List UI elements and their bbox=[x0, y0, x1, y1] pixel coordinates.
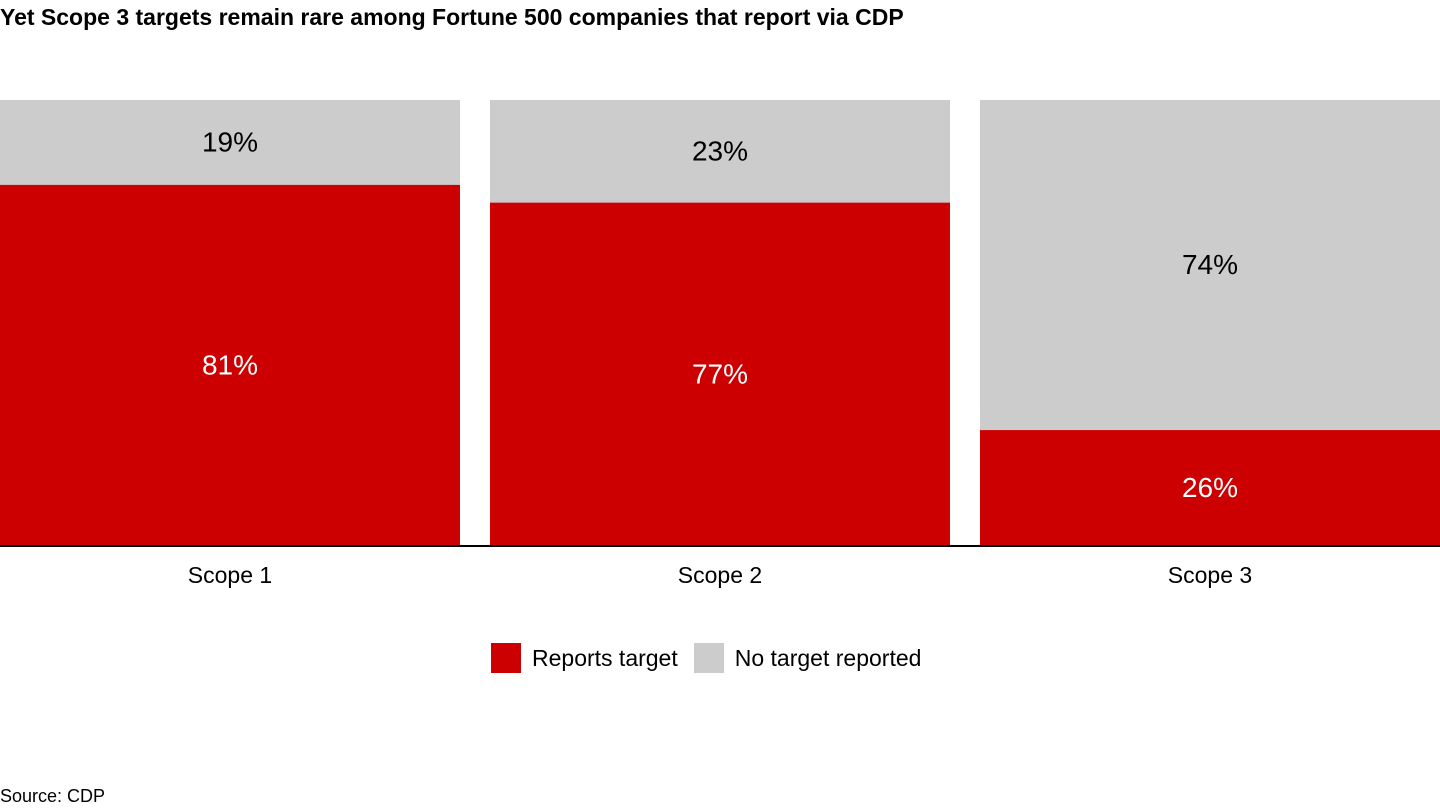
bar-reports-target-2 bbox=[490, 202, 950, 546]
data-label-reports-target-1: 81% bbox=[202, 349, 258, 380]
source-note: Source: CDP bbox=[0, 786, 106, 806]
legend-swatch-no-target bbox=[693, 643, 724, 673]
legend-item-reports-target: Reports target bbox=[491, 643, 678, 673]
legend-label-reports-target: Reports target bbox=[532, 644, 678, 671]
bar-no-target-3 bbox=[980, 100, 1440, 431]
category-labels: Scope 1 Scope 2 Scope 3 bbox=[188, 562, 1252, 588]
data-label-no-target-2: 23% bbox=[692, 135, 748, 166]
legend-swatch-reports-target bbox=[491, 643, 521, 673]
legend-item-no-target: No target reported bbox=[693, 643, 922, 673]
bars-layer bbox=[0, 100, 1440, 547]
bar-reports-target-3 bbox=[980, 430, 1440, 546]
bar-no-target-2 bbox=[490, 100, 950, 203]
legend-label-no-target: No target reported bbox=[734, 644, 922, 671]
labels-layer: 81% 19% 77% 23% 26% 74% bbox=[202, 126, 1238, 503]
bar-no-target-1 bbox=[0, 100, 460, 185]
category-label-3: Scope 3 bbox=[1168, 562, 1252, 588]
bar-reports-target-1 bbox=[0, 184, 460, 547]
data-label-no-target-1: 19% bbox=[202, 126, 258, 157]
chart-title: Yet Scope 3 targets remain rare among Fo… bbox=[0, 4, 904, 30]
legend: Reports target No target reported bbox=[491, 643, 937, 673]
data-label-no-target-3: 74% bbox=[1182, 249, 1238, 280]
category-label-2: Scope 2 bbox=[678, 562, 762, 588]
data-label-reports-target-3: 26% bbox=[1182, 472, 1238, 503]
category-label-1: Scope 1 bbox=[188, 562, 272, 588]
data-label-reports-target-2: 77% bbox=[692, 358, 748, 389]
